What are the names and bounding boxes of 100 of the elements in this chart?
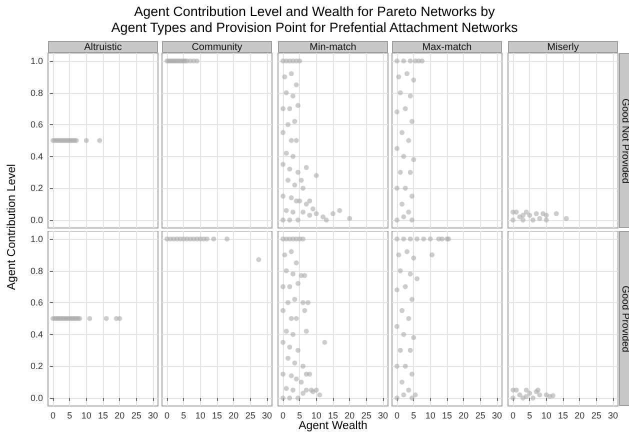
point (554, 211, 559, 216)
point (414, 236, 420, 242)
point (406, 210, 412, 215)
point (292, 182, 298, 188)
point (440, 236, 444, 242)
point (347, 216, 352, 221)
point (296, 218, 300, 223)
y-tick-label: 1.0 (30, 234, 43, 244)
point (410, 194, 414, 199)
point (296, 170, 300, 175)
point (284, 90, 289, 96)
point (406, 316, 412, 321)
x-tick-label: 5 (411, 410, 416, 420)
point (287, 218, 292, 223)
point (280, 194, 286, 199)
x-tick-label: 15 (558, 410, 568, 420)
point (296, 281, 300, 286)
point (298, 178, 304, 183)
point (280, 284, 286, 290)
point (411, 157, 416, 162)
point (398, 170, 403, 175)
point (550, 393, 556, 398)
point (290, 154, 296, 159)
point (286, 122, 290, 128)
point (410, 218, 414, 223)
point (280, 308, 286, 314)
point (286, 178, 290, 183)
x-tick-label: 0 (280, 410, 286, 420)
point (300, 236, 306, 242)
y2-axis-title: Good Not Provided (619, 98, 629, 184)
point (406, 388, 412, 393)
point (298, 380, 304, 385)
x-tick-label: 30 (492, 410, 502, 420)
chart-subtitle: Community (162, 41, 272, 53)
point (294, 138, 299, 143)
point (280, 162, 286, 167)
text: Agent Contribution Level and Wealth for Pareto Networks by Agent Types and Provision Point for Prefential Attachment Networks (110, 4, 519, 36)
point (297, 58, 302, 64)
point (310, 206, 316, 212)
point (320, 214, 326, 220)
point (414, 276, 420, 282)
point (421, 236, 426, 242)
x-tick-label: 10 (425, 410, 436, 420)
point (402, 106, 408, 112)
point (292, 360, 298, 366)
y-tick-label: 0.8 (30, 88, 43, 98)
point (290, 271, 296, 276)
point (520, 212, 526, 218)
point (304, 165, 309, 170)
point (428, 236, 433, 242)
point (307, 198, 312, 204)
point (294, 316, 299, 321)
point (401, 392, 406, 398)
point (396, 74, 402, 80)
x-tick-label: 20 (458, 410, 469, 420)
x-tick-label: 20 (344, 410, 355, 420)
x-tick-label: 10 (195, 410, 206, 420)
point (296, 103, 300, 108)
point (330, 211, 336, 216)
x-tick-label: 10 (81, 410, 92, 420)
point (286, 300, 290, 306)
point (537, 216, 542, 221)
point (400, 130, 404, 136)
point (527, 390, 532, 396)
x-tick-label: 20 (574, 410, 585, 420)
x-tick-label: 15 (442, 410, 452, 420)
point (307, 372, 312, 377)
point (290, 93, 296, 98)
point (288, 249, 294, 254)
point (394, 324, 400, 329)
x-tick-label: 30 (608, 410, 618, 420)
point (401, 236, 406, 242)
point (296, 396, 300, 401)
point (410, 118, 414, 124)
point (530, 396, 536, 401)
x-tick-label: 10 (541, 410, 552, 420)
point (280, 106, 286, 112)
point (282, 252, 288, 258)
point (300, 390, 306, 396)
point (400, 202, 404, 207)
x-tick-label: 30 (262, 410, 272, 420)
point (534, 211, 539, 216)
chart-subtitle: Altruistic (48, 41, 158, 53)
point (284, 386, 289, 391)
point (306, 300, 310, 306)
point (544, 218, 549, 223)
point (394, 287, 400, 292)
y-tick-label: 0.8 (30, 266, 43, 276)
point (284, 328, 289, 334)
point (292, 296, 298, 302)
point (287, 166, 292, 172)
point (302, 273, 308, 278)
point (287, 284, 292, 290)
point (290, 332, 296, 337)
point (287, 106, 292, 112)
y-tick-label: 0.6 (30, 120, 43, 130)
x-tick-label: 5 (527, 410, 532, 420)
point (290, 388, 296, 393)
point (408, 58, 413, 64)
point (394, 58, 400, 64)
